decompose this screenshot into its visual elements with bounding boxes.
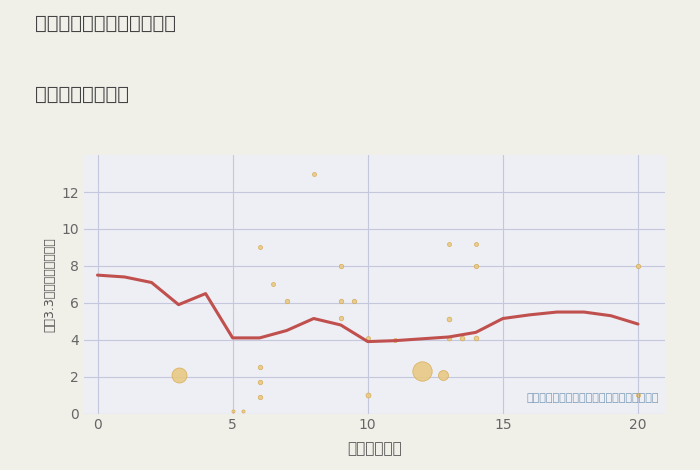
Text: 駅距離別土地価格: 駅距離別土地価格 — [35, 85, 129, 103]
Point — [470, 240, 482, 248]
Point — [227, 407, 238, 415]
Point — [632, 262, 643, 270]
Point — [173, 371, 184, 379]
Y-axis label: 坪（3.3㎡）単価（万円）: 坪（3.3㎡）単価（万円） — [43, 237, 56, 332]
Point — [443, 316, 454, 323]
Point — [267, 281, 279, 288]
Point — [416, 368, 428, 375]
Point — [470, 334, 482, 342]
Point — [349, 297, 360, 305]
Point — [389, 336, 400, 344]
Point — [470, 262, 482, 270]
Point — [281, 297, 293, 305]
Text: 岐阜県飛騨市古川町黒内の: 岐阜県飛騨市古川町黒内の — [35, 14, 176, 33]
Point — [254, 364, 265, 371]
Point — [438, 371, 449, 379]
Point — [632, 392, 643, 399]
Point — [335, 314, 346, 321]
Point — [443, 334, 454, 342]
Point — [362, 334, 373, 342]
Point — [443, 240, 454, 248]
Point — [335, 297, 346, 305]
Point — [362, 392, 373, 399]
Point — [308, 170, 319, 177]
Point — [238, 407, 249, 415]
Point — [456, 334, 468, 342]
Point — [254, 393, 265, 401]
Point — [254, 378, 265, 386]
Point — [335, 262, 346, 270]
Point — [254, 243, 265, 251]
Text: 円の大きさは、取引のあった物件面積を示す: 円の大きさは、取引のあった物件面積を示す — [526, 393, 659, 403]
X-axis label: 駅距離（分）: 駅距離（分） — [347, 441, 402, 456]
